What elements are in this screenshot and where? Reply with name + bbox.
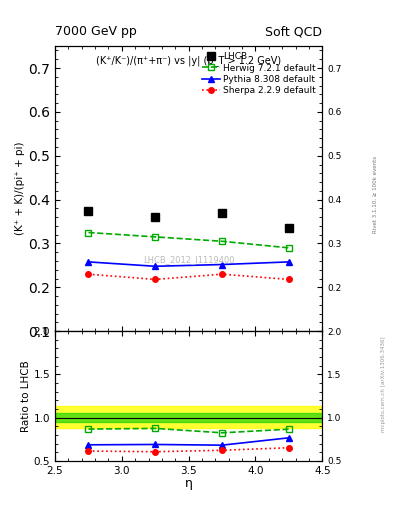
Sherpa 2.2.9 default	[286, 276, 291, 283]
Herwig 7.2.1 default	[286, 245, 291, 251]
Pythia 8.308 default	[220, 262, 224, 268]
Text: mcplots.cern.ch [arXiv:1306.3436]: mcplots.cern.ch [arXiv:1306.3436]	[381, 336, 386, 432]
Herwig 7.2.1 default	[220, 238, 224, 244]
Sherpa 2.2.9 default	[86, 271, 91, 278]
Text: (K⁺/K⁻)/(π⁺+π⁻) vs |y| (p_T > 1.2 GeV): (K⁺/K⁻)/(π⁺+π⁻) vs |y| (p_T > 1.2 GeV)	[96, 55, 281, 66]
Text: 7000 GeV pp: 7000 GeV pp	[55, 26, 137, 38]
Sherpa 2.2.9 default	[153, 276, 158, 283]
X-axis label: η: η	[185, 477, 193, 490]
Line: LHCB: LHCB	[84, 206, 293, 232]
Bar	[55, 407, 322, 428]
LHCB	[220, 210, 224, 216]
Pythia 8.308 default	[286, 259, 291, 265]
Y-axis label: Ratio to LHCB: Ratio to LHCB	[21, 360, 31, 432]
Text: Soft QCD: Soft QCD	[265, 26, 322, 38]
Herwig 7.2.1 default	[86, 229, 91, 236]
Text: Rivet 3.1.10, ≥ 100k events: Rivet 3.1.10, ≥ 100k events	[373, 156, 378, 233]
Pythia 8.308 default	[86, 259, 91, 265]
Bar	[55, 413, 322, 422]
Y-axis label: (K⁺ + K)/(pi⁺ + pi): (K⁺ + K)/(pi⁺ + pi)	[15, 142, 26, 236]
Sherpa 2.2.9 default	[220, 271, 224, 278]
Line: Herwig 7.2.1 default: Herwig 7.2.1 default	[85, 229, 292, 251]
Pythia 8.308 default	[153, 263, 158, 269]
LHCB	[153, 214, 158, 220]
LHCB	[86, 207, 91, 214]
Line: Sherpa 2.2.9 default: Sherpa 2.2.9 default	[86, 271, 292, 282]
Legend: LHCB, Herwig 7.2.1 default, Pythia 8.308 default, Sherpa 2.2.9 default: LHCB, Herwig 7.2.1 default, Pythia 8.308…	[200, 51, 318, 97]
LHCB	[286, 225, 291, 231]
Text: LHCB_2012_I1119400: LHCB_2012_I1119400	[143, 255, 234, 264]
Herwig 7.2.1 default	[153, 234, 158, 240]
Line: Pythia 8.308 default: Pythia 8.308 default	[85, 259, 292, 270]
